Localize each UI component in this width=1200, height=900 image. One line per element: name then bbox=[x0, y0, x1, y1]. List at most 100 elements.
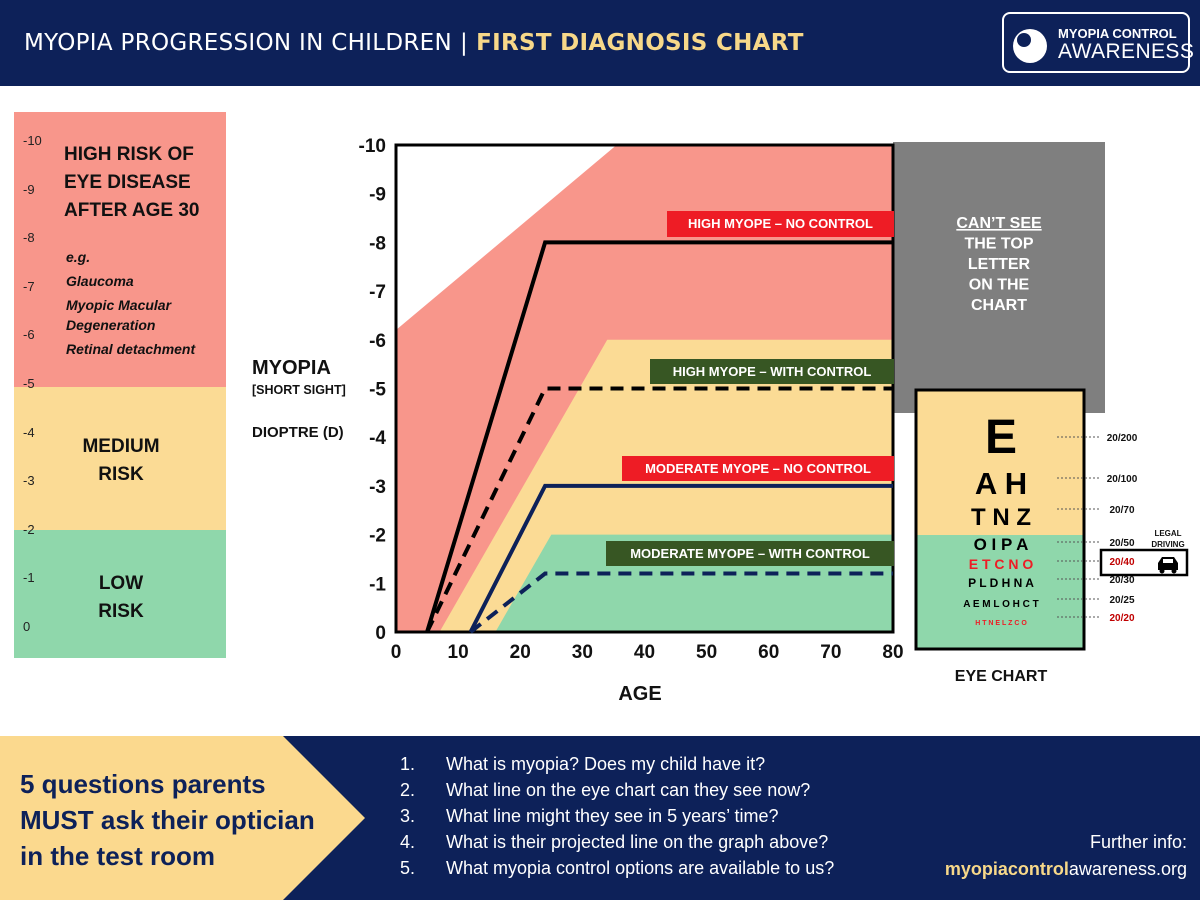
risk-scale-number: -5 bbox=[23, 376, 35, 391]
risk-high-panel bbox=[14, 112, 226, 387]
acuity-label: 20/25 bbox=[1109, 595, 1134, 606]
risk-medium-line: RISK bbox=[98, 464, 144, 485]
question-text: What line on the eye chart can they see … bbox=[446, 780, 811, 800]
y-tick-label: -3 bbox=[369, 477, 386, 498]
x-tick-label: 70 bbox=[820, 642, 841, 663]
risk-scale-number: -7 bbox=[23, 278, 35, 294]
risk-scale-number: -3 bbox=[23, 473, 35, 489]
question-number: 1. bbox=[400, 754, 416, 774]
series-label: HIGH MYOPE – WITH CONTROL bbox=[673, 364, 872, 379]
eye-chart-lower bbox=[916, 535, 1084, 649]
brand-logo[interactable]: MYOPIA CONTROL AWARENESS bbox=[1002, 12, 1194, 73]
risk-scale-number: -4 bbox=[23, 424, 35, 440]
cant-see-line: CAN’T SEE bbox=[956, 215, 1042, 232]
x-tick-label: 20 bbox=[510, 642, 531, 663]
eye-chart-row: A H bbox=[975, 466, 1027, 501]
risk-scale-number: -2 bbox=[23, 521, 35, 537]
y-tick-label: -7 bbox=[369, 282, 386, 303]
legal-driving-label: DRIVING bbox=[1151, 540, 1184, 549]
risk-low-line: RISK bbox=[98, 601, 144, 622]
risk-medium-panel bbox=[14, 387, 226, 530]
question-number: 3. bbox=[400, 806, 416, 826]
title-separator: | bbox=[460, 30, 469, 56]
eye-chart-caption: EYE CHART bbox=[955, 668, 1048, 685]
eye-chart-upper bbox=[916, 390, 1084, 535]
series-label-box bbox=[622, 456, 894, 481]
risk-low-panel bbox=[14, 530, 226, 658]
heading-line: MUST ask their optician bbox=[20, 805, 315, 835]
y-tick-label: -6 bbox=[369, 331, 386, 352]
acuity-label: 20/100 bbox=[1107, 474, 1138, 485]
x-tick-label: 50 bbox=[696, 642, 717, 663]
question-number: 4. bbox=[400, 832, 416, 852]
risk-high-examples: e.g. Glaucoma Myopic Macular Degeneratio… bbox=[66, 247, 195, 359]
series-label-box bbox=[606, 541, 894, 566]
risk-high-line: HIGH RISK OF bbox=[64, 144, 194, 165]
risk-high-label: HIGH RISK OF EYE DISEASE AFTER AGE 30 bbox=[64, 141, 200, 225]
legal-driving-label: LEGAL bbox=[1154, 529, 1181, 538]
page-title: MYOPIA PROGRESSION IN CHILDREN | FIRST DIA… bbox=[24, 30, 804, 56]
x-tick-label: 40 bbox=[634, 642, 655, 663]
eye-chart-row: E bbox=[985, 411, 1017, 464]
question-text: What myopia control options are availabl… bbox=[446, 858, 835, 878]
x-tick-label: 0 bbox=[391, 642, 402, 663]
logo-line2: AWARENESS bbox=[1058, 40, 1195, 63]
question-number: 2. bbox=[400, 780, 416, 800]
cant-see-box bbox=[893, 142, 1105, 413]
question-text: What line might they see in 5 years’ tim… bbox=[446, 806, 779, 826]
website-link[interactable]: myopiacontrolawareness.org bbox=[945, 859, 1187, 880]
further-info-label: Further info: bbox=[1089, 832, 1187, 852]
y-tick-label: -1 bbox=[369, 574, 386, 595]
series-line bbox=[468, 483, 893, 633]
x-tick-label: 80 bbox=[882, 642, 903, 663]
series-label: HIGH MYOPE – NO CONTROL bbox=[688, 216, 873, 231]
risk-high-line: AFTER AGE 30 bbox=[64, 200, 200, 221]
y-tick-label: -2 bbox=[369, 526, 386, 547]
series-label-box bbox=[650, 359, 894, 384]
website-rest: awareness.org bbox=[1068, 859, 1187, 879]
cant-see-line: THE TOP bbox=[964, 236, 1033, 253]
example-line: Myopic Macular bbox=[66, 297, 172, 313]
series-line bbox=[425, 386, 893, 633]
y-axis-sublabel: [SHORT SIGHT] bbox=[252, 383, 346, 397]
eye-chart-row: O I P A bbox=[974, 535, 1029, 554]
heading-line: 5 questions parents bbox=[20, 769, 266, 799]
eye-chart-row: A E M L O H C T bbox=[963, 599, 1039, 610]
y-tick-label: -9 bbox=[369, 185, 386, 206]
risk-scale-number: -8 bbox=[23, 230, 35, 246]
acuity-label: 20/20 bbox=[1109, 613, 1134, 624]
series-label-box bbox=[667, 211, 894, 237]
question-text: What is their projected line on the grap… bbox=[446, 832, 829, 852]
series-label: MODERATE MYOPE – NO CONTROL bbox=[645, 461, 871, 476]
title-main: MYOPIA PROGRESSION IN CHILDREN bbox=[24, 30, 453, 56]
eye-chart-frame bbox=[914, 388, 1086, 651]
risk-low-label: LOW RISK bbox=[76, 570, 166, 626]
y-tick-label: 0 bbox=[375, 623, 386, 644]
legal-driving-box bbox=[1099, 548, 1189, 577]
example-line: Degeneration bbox=[66, 317, 156, 333]
website-bold: myopiacontrol bbox=[944, 859, 1069, 879]
acuity-label: 20/30 bbox=[1109, 575, 1134, 586]
series-label: MODERATE MYOPE – WITH CONTROL bbox=[630, 546, 870, 561]
y-axis-label: MYOPIA bbox=[252, 357, 331, 379]
x-tick-label: 10 bbox=[448, 642, 469, 663]
cant-see-line: LETTER bbox=[968, 256, 1031, 273]
cant-see-line: ON THE bbox=[969, 277, 1030, 294]
acuity-label: 20/200 bbox=[1107, 433, 1138, 444]
series-line bbox=[469, 571, 893, 634]
y-tick-label: -5 bbox=[369, 380, 386, 401]
risk-low-line: LOW bbox=[98, 573, 144, 594]
x-tick-label: 30 bbox=[572, 642, 593, 663]
y-tick-label: -10 bbox=[359, 136, 386, 157]
x-axis-label: AGE bbox=[618, 683, 661, 705]
acuity-label: 20/70 bbox=[1109, 505, 1134, 516]
question-text: What is myopia? Does my child have it? bbox=[446, 754, 766, 774]
y-axis-unit-label: DIOPTRE (D) bbox=[252, 424, 344, 441]
series-line bbox=[425, 240, 893, 633]
example-line: Retinal detachment bbox=[66, 341, 196, 357]
logo-line1: MYOPIA CONTROL bbox=[1058, 26, 1177, 41]
eye-chart-row: H T N E L Z C O bbox=[975, 620, 1027, 627]
risk-scale-number: -10 bbox=[23, 133, 42, 148]
heading-line: in the test room bbox=[20, 841, 216, 871]
title-subtitle: FIRST DIAGNOSIS CHART bbox=[476, 30, 804, 56]
